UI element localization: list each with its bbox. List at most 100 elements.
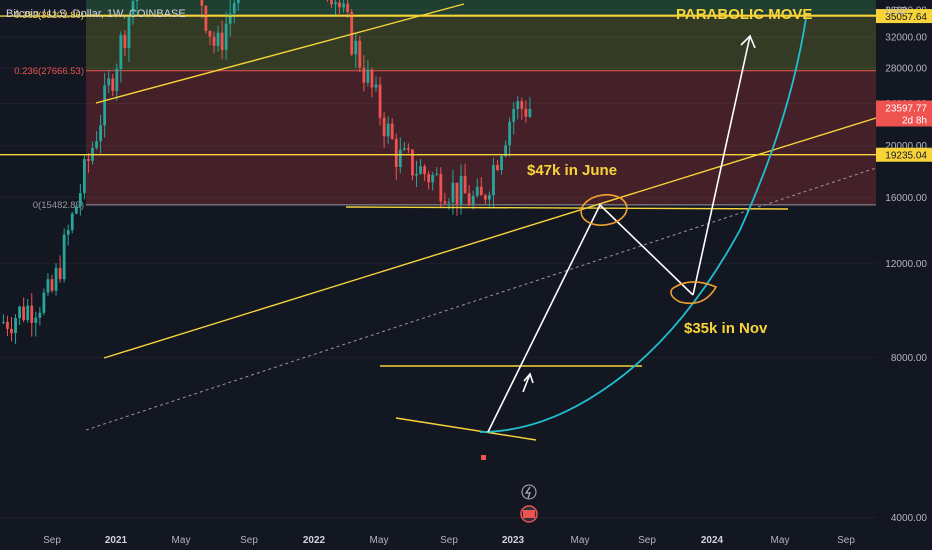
candle-body [228,13,232,24]
candle-body [338,2,341,8]
candle-body [500,155,503,170]
upper-trendline [95,3,465,104]
candle-body [330,0,333,5]
candle-body [443,201,447,204]
june-target-label: $47k in June [527,162,618,179]
candle-body [2,321,5,323]
candle-body [520,101,524,109]
trend-drawings [0,3,877,441]
candle-body [103,85,107,126]
june-level-line [345,206,789,210]
candle-body [407,148,410,150]
candle-body [431,174,435,183]
candle-body [378,84,382,118]
short-arrow [522,373,531,393]
price-tag [876,147,932,162]
price-tag-label: 23597.77 [885,104,927,115]
parabolic-arrow [692,35,751,296]
candle-body [504,145,507,156]
candle-body [455,182,459,204]
x-tick-label: May [172,535,191,546]
candle-body [394,138,398,167]
candle-body [99,125,102,142]
grid-lines [0,9,876,518]
candle-body [236,0,240,4]
candle-body [390,123,394,139]
candle-body [224,23,228,50]
candle-body [479,186,483,196]
candle-body [216,32,220,46]
candle-body [423,166,426,175]
x-tick-label: May [571,535,590,546]
candle-body [220,32,224,50]
x-tick-label: May [771,535,790,546]
candle-body [78,193,82,207]
short-arrow-head [523,372,534,384]
candle-body [411,149,414,176]
x-tick-label: 2023 [502,535,525,546]
candle-body [463,175,467,194]
candle-body [34,317,38,323]
candle-body [62,234,66,280]
fib-zone [86,0,876,16]
fib-label: 0(15482.89) [33,200,84,211]
candle-body [135,0,139,2]
mid-trendline [103,117,877,359]
candle-body [6,321,9,329]
y-tick-label: 16000.00 [885,193,927,204]
x-tick-label: 2021 [105,535,128,546]
candle-body [54,267,58,291]
price-axis-bg [876,0,932,550]
x-tick-label: Sep [837,535,855,546]
chart-title: Bitcoin / U.S. Dollar, 1W, COINBASE [6,8,186,20]
candle-body [435,173,439,175]
candle-body [512,108,516,122]
x-tick-label: 2024 [701,535,724,546]
candle-body [350,12,354,55]
candle-body [516,101,520,109]
candle-body [508,121,512,146]
candle-body [415,173,418,176]
candle-body [38,312,42,318]
parabolic-curve [479,17,807,433]
candle-body [131,1,135,17]
candle-body [346,3,350,13]
candle-body [524,108,528,117]
parabolic-move-label: PARABOLIC MOVE [676,6,813,23]
lower-trendline [395,417,537,441]
candle-body [119,34,123,69]
candle-body [483,195,487,200]
candle-body [488,195,491,200]
candle-body [366,69,370,83]
x-tick-label: Sep [43,535,61,546]
candle-body [50,279,54,291]
candle-body [334,2,337,5]
price-tag [876,9,932,24]
candle-body [459,175,463,204]
candle-body [200,0,204,6]
candle-body [14,317,17,334]
candle-body [95,141,98,148]
candle-body [83,159,86,194]
candle-body [212,36,216,46]
candle-body [208,30,212,37]
candle-body [362,67,366,83]
candle-body [123,34,127,48]
lightning-bolt [524,486,531,499]
candle-body [374,84,378,88]
candle-body [419,166,422,174]
price-tag-label: 19235.04 [885,151,927,162]
candle-body [382,117,386,137]
y-tick-label: 8000.00 [891,353,928,364]
candle-body [354,40,358,55]
x-tick-label: Sep [440,535,458,546]
price-tag [876,100,932,127]
candle-body [127,16,131,48]
candles [2,0,532,460]
candle-body [496,165,499,170]
candle-body [528,108,532,117]
x-tick-label: 2022 [303,535,326,546]
price-axis: 4000.008000.0012000.0016000.0020000.0024… [876,0,932,550]
candle-body [386,123,390,137]
